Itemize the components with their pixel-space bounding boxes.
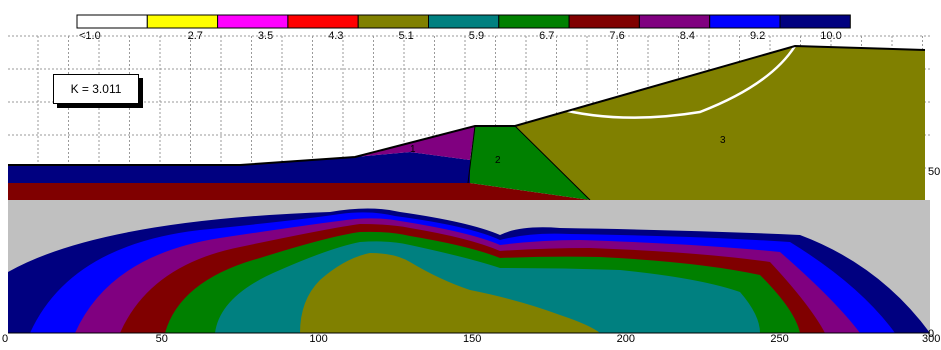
x-tick-label: 250	[770, 333, 789, 345]
legend-label: 6.7	[539, 30, 555, 42]
x-tick-label: 0	[2, 333, 9, 345]
region-label-2: 2	[495, 155, 501, 166]
contour-olive	[300, 253, 600, 333]
region-label-3: 3	[720, 135, 726, 146]
x-tick-label: 50	[155, 333, 168, 345]
legend-label: 2.7	[187, 30, 203, 42]
region-toe	[470, 126, 590, 200]
legend-swatch	[779, 14, 851, 29]
embankment-model	[8, 44, 926, 201]
x-tick-label: 100	[309, 333, 328, 345]
y-tick-label: 0	[928, 328, 935, 340]
region-embankment	[515, 46, 925, 200]
safety-factor-box: K = 3.011	[53, 74, 139, 104]
y-tick-label: 50	[928, 166, 941, 178]
layer-red	[8, 183, 590, 200]
x-tick-label: 300	[922, 333, 941, 345]
legend-label: 8.4	[679, 30, 695, 42]
legend-label: 5.1	[398, 30, 414, 42]
region-label-1: 1	[410, 144, 416, 155]
x-tick-label: 150	[463, 333, 482, 345]
safety-factor-label: K = 3.011	[70, 82, 122, 96]
legend-label: 4.3	[328, 30, 344, 42]
x-tick-label: 200	[616, 333, 636, 345]
slip-circle	[554, 45, 797, 119]
color-legend	[76, 14, 851, 29]
contour-field	[8, 200, 930, 334]
layer-navy	[8, 152, 470, 183]
toe-boundary-a	[514, 125, 591, 201]
toe-boundary-b	[467, 125, 476, 184]
